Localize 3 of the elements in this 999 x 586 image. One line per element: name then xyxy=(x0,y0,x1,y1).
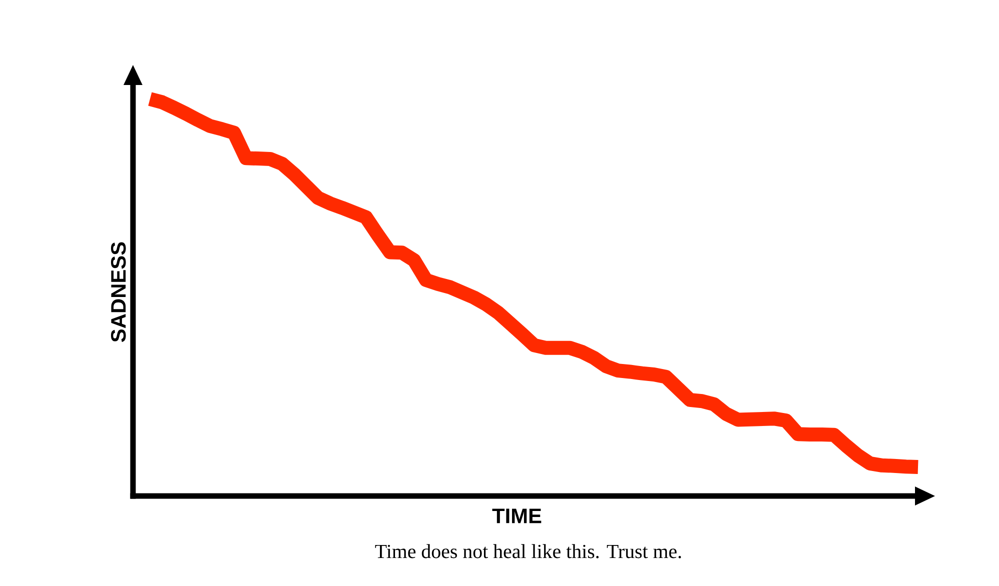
x-axis-title: TIME xyxy=(492,508,542,524)
text: Time does not heal like this. Trust me. xyxy=(375,544,681,558)
y-axis-title: SADNESS xyxy=(111,242,126,342)
